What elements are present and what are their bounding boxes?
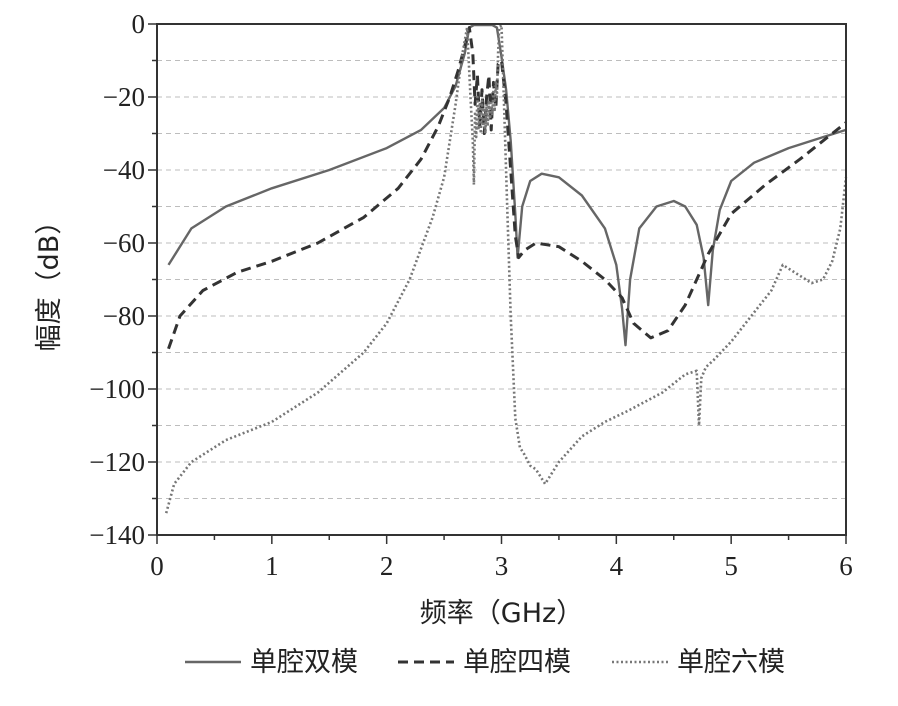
y-tick-label: −120: [89, 447, 145, 477]
x-tick-label: 4: [610, 551, 624, 581]
y-tick-label: 0: [132, 9, 146, 39]
series-line-3: [164, 23, 848, 514]
series-lines: [164, 23, 848, 514]
y-tick-label: −60: [103, 228, 145, 258]
axis-tick-labels: 0 1 2 3 4 5 6 0 −20 −40 −60 −80 −100 −120 −140: [89, 9, 852, 581]
x-tick-label: 6: [839, 551, 853, 581]
y-axis-title: 幅度（dB）: [34, 208, 65, 352]
legend-label-2: 单腔四模: [463, 647, 571, 678]
y-tick-label: −20: [103, 82, 145, 112]
legend-label-1: 单腔双模: [250, 647, 358, 678]
x-tick-label: 2: [380, 551, 394, 581]
y-tick-label: −100: [89, 374, 145, 404]
x-tick-label: 5: [724, 551, 738, 581]
y-tick-label: −40: [103, 155, 145, 185]
x-tick-label: 3: [495, 551, 509, 581]
legend: 单腔双模 单腔四模 单腔六模: [185, 647, 785, 678]
series-line-2: [167, 26, 847, 350]
axis-ticks: [148, 23, 847, 544]
x-tick-label: 0: [150, 551, 164, 581]
x-axis-title: 频率（GHz）: [420, 598, 583, 629]
x-tick-label: 1: [265, 551, 279, 581]
y-tick-label: −80: [103, 301, 145, 331]
y-tick-label: −140: [89, 520, 145, 550]
legend-label-3: 单腔六模: [677, 647, 785, 678]
